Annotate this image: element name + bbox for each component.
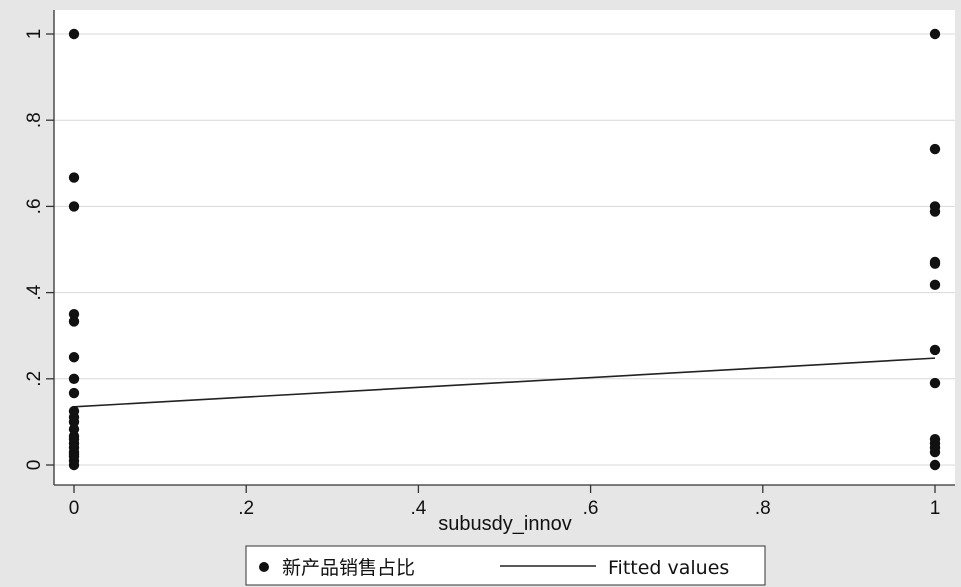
y-tick-label-4: .8 xyxy=(24,112,45,128)
plot-region xyxy=(54,10,955,485)
x-tick-label-1: .2 xyxy=(238,498,254,519)
scatter-point xyxy=(68,387,80,399)
x-tick-label-0: 0 xyxy=(69,498,80,519)
legend-label-series: 新产品销售占比 xyxy=(282,557,415,579)
scatter-point xyxy=(929,143,941,155)
scatter-point xyxy=(68,416,80,428)
x-tick-label-2: .4 xyxy=(410,498,426,519)
x-tick-label-3: .6 xyxy=(583,498,599,519)
y-tick-labels: 0 .2 .4 .6 .8 1 xyxy=(24,29,45,471)
scatter-points xyxy=(68,28,941,471)
axes xyxy=(46,10,955,493)
scatter-point xyxy=(929,377,941,389)
scatter-point xyxy=(68,433,80,445)
scatter-point xyxy=(68,459,80,471)
scatter-point xyxy=(68,201,80,212)
legend-marker-dot xyxy=(259,562,269,572)
scatter-point xyxy=(929,279,941,291)
scatter-point xyxy=(929,206,941,217)
scatter-point xyxy=(68,28,80,40)
scatter-point xyxy=(68,172,80,183)
scatter-point xyxy=(68,405,80,417)
scatter-point xyxy=(929,344,941,356)
x-tick-label-5: 1 xyxy=(930,498,941,519)
scatter-point xyxy=(929,446,941,458)
scatter-point xyxy=(68,449,80,460)
y-tick-label-3: .6 xyxy=(24,198,45,214)
scatter-point xyxy=(68,373,80,384)
x-tick-labels: 0 .2 .4 .6 .8 1 xyxy=(69,498,941,519)
scatter-point xyxy=(68,316,80,327)
y-tick-label-0: 0 xyxy=(24,460,45,471)
x-axis-title: subusdy_innov xyxy=(438,513,571,535)
scatter-point xyxy=(929,459,941,471)
y-tick-label-2: .4 xyxy=(24,284,45,300)
y-tick-label-1: .2 xyxy=(24,371,45,387)
legend-label-fitted: Fitted values xyxy=(608,557,729,579)
x-tick-label-4: .8 xyxy=(755,498,771,519)
scatter-point xyxy=(929,258,941,269)
legend: 新产品销售占比 Fitted values xyxy=(245,545,766,586)
y-tick-label-5: 1 xyxy=(24,29,45,40)
grid-lines xyxy=(54,33,955,466)
scatter-point xyxy=(929,28,941,40)
scatter-point xyxy=(68,352,80,363)
fitted-values-line xyxy=(73,357,936,408)
scatter-point xyxy=(68,308,80,320)
